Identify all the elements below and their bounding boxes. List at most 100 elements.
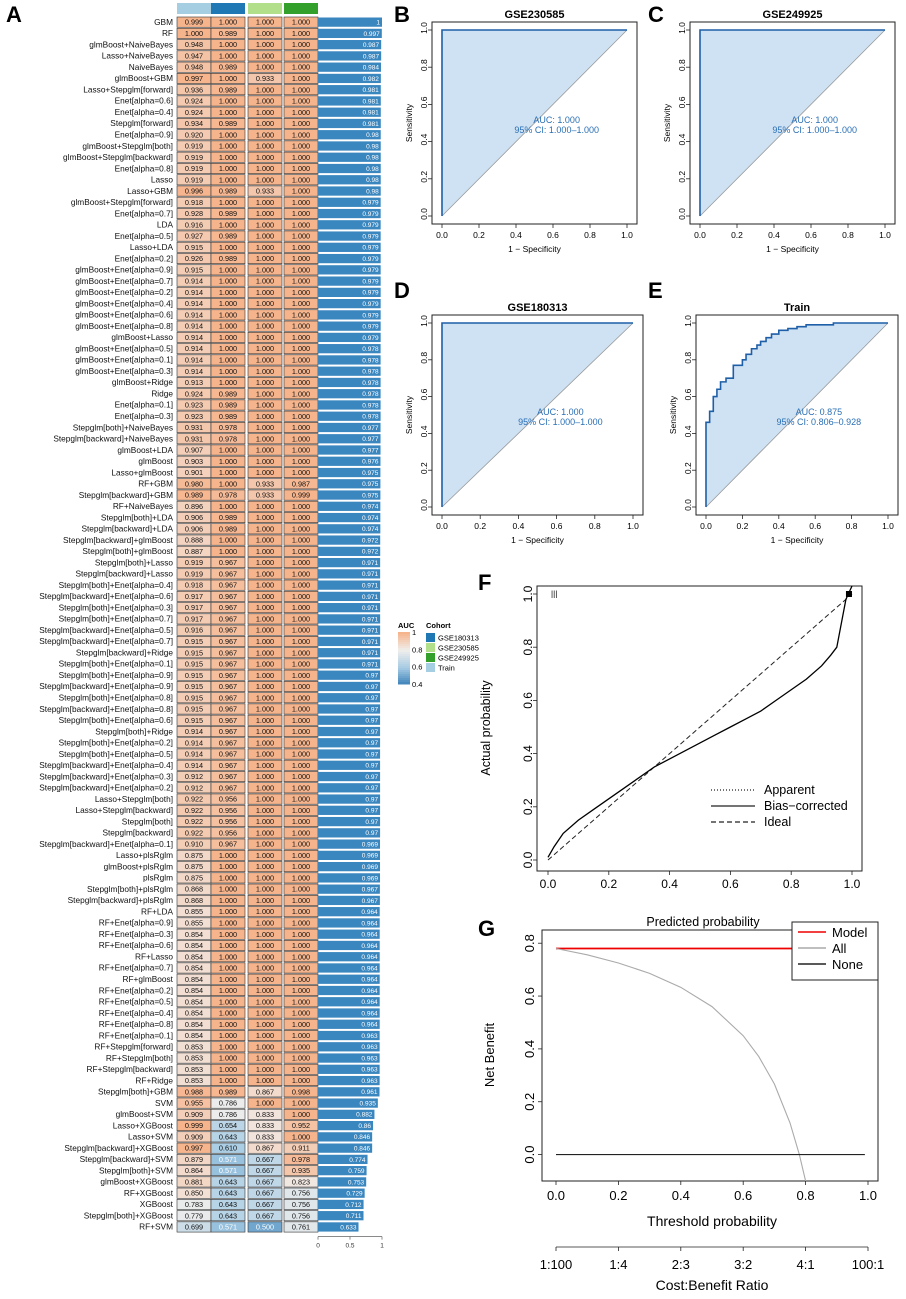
mean-auc-label: 0.971 xyxy=(362,661,379,668)
cell-value: 1.000 xyxy=(219,975,237,984)
panel-letter-c: C xyxy=(648,2,664,27)
cell-value: 1.000 xyxy=(219,333,237,342)
heatmap-cell xyxy=(210,478,246,490)
cell-value: 0.914 xyxy=(185,333,203,342)
model-label: Stepglm[both]+Enet[alpha=0.1] xyxy=(59,659,173,669)
heatmap-cell xyxy=(210,1131,246,1143)
mean-auc-label: 0.971 xyxy=(362,650,379,657)
model-label: Stepglm[backward]+NaiveBayes xyxy=(53,434,173,444)
heatmap-cell xyxy=(210,1018,246,1030)
cell-value: 1.000 xyxy=(292,896,310,905)
heatmap-cell xyxy=(210,962,246,974)
mean-auc-label: 0.979 xyxy=(362,200,379,207)
cell-value: 1.000 xyxy=(292,254,310,263)
roc-y-tick-label: 0.4 xyxy=(683,425,693,437)
heatmap-cell xyxy=(247,985,283,996)
mean-auc-label: 0.972 xyxy=(362,549,379,556)
mean-auc-bar xyxy=(318,1087,380,1097)
cell-value: 1.000 xyxy=(256,1065,274,1074)
model-label: Stepglm[both]+LDA xyxy=(101,512,174,522)
heatmap-cell xyxy=(247,151,283,163)
cell-value: 1.000 xyxy=(256,873,274,882)
heatmap-cell xyxy=(210,219,246,231)
cell-value: 1.000 xyxy=(256,862,274,871)
roc-x-tick-label: 0.0 xyxy=(436,230,448,240)
cell-value: 1.000 xyxy=(256,558,274,567)
roc-y-tick-label: 0.0 xyxy=(677,208,687,220)
mean-auc-bar xyxy=(318,1064,380,1074)
panel-letter-d: D xyxy=(394,278,410,303)
calib-y-tick-label: 0.4 xyxy=(521,745,535,762)
cell-value: 1.000 xyxy=(219,153,237,162)
cell-value: 0.915 xyxy=(185,648,203,657)
mean-auc-label: 0.981 xyxy=(363,98,380,105)
cell-value: 1.000 xyxy=(292,164,310,173)
roc-y-tick-label: 0.2 xyxy=(677,171,687,183)
cell-value: 1.000 xyxy=(256,502,274,511)
roc-auc-text: AUC: 1.000 xyxy=(533,115,580,125)
model-label: glmBoost+Lasso xyxy=(111,332,173,342)
heatmap-cell xyxy=(247,804,283,816)
cell-value: 0.997 xyxy=(185,74,203,83)
cell-value: 1.000 xyxy=(256,817,274,826)
mean-auc-label: 0.974 xyxy=(362,504,379,511)
model-label: RF+Enet[alpha=0.9] xyxy=(99,918,173,928)
cell-value: 1.000 xyxy=(256,232,274,241)
cell-value: 1.000 xyxy=(219,930,237,939)
mean-auc-bar xyxy=(318,726,381,737)
heatmap-cell xyxy=(247,1199,283,1210)
heatmap-cell xyxy=(210,534,246,546)
model-label: RF+Lasso xyxy=(135,951,173,961)
heatmap-cell xyxy=(247,545,283,557)
cell-value: 0.997 xyxy=(185,1144,203,1153)
heatmap-cell xyxy=(210,422,246,433)
cell-value: 1.000 xyxy=(292,986,310,995)
model-label: glmBoost+Enet[alpha=0.6] xyxy=(75,310,173,320)
cell-value: 0.967 xyxy=(219,626,237,635)
model-label: glmBoost+Enet[alpha=0.3] xyxy=(75,366,173,376)
cohort-legend-label: Train xyxy=(438,664,455,673)
roc-diagonal xyxy=(705,322,889,508)
model-label: RF+Stepglm[backward] xyxy=(87,1064,173,1074)
heatmap-cell xyxy=(210,1120,246,1132)
roc-x-tick-label: 1.0 xyxy=(879,230,891,240)
mean-auc-bar xyxy=(318,456,381,466)
mean-auc-label: 0.978 xyxy=(362,402,379,409)
cell-value: 1.000 xyxy=(292,626,310,635)
model-label: Stepglm[both]+XGBoost xyxy=(84,1210,174,1220)
dca-ratio-tick-label: 2:3 xyxy=(672,1257,690,1272)
heatmap-cell xyxy=(247,849,283,861)
roc-y-tick-label: 0.8 xyxy=(419,59,429,71)
mean-auc-bar xyxy=(318,952,380,962)
auc-gradient-step xyxy=(398,676,410,679)
roc-x-label: 1 − Specificity xyxy=(508,244,561,254)
cell-value: 1.000 xyxy=(256,705,274,714)
roc-title: Train xyxy=(784,302,811,314)
model-label: GBM xyxy=(154,17,173,27)
mean-auc-bar xyxy=(318,28,382,39)
roc-title: GSE230585 xyxy=(505,9,565,21)
heatmap-cell xyxy=(247,343,283,355)
heatmap-cell xyxy=(247,816,283,828)
cell-value: 0.909 xyxy=(185,1110,203,1119)
cell-value: 1.000 xyxy=(219,919,237,928)
cell-value: 0.912 xyxy=(185,772,203,781)
roc-curve xyxy=(705,322,888,507)
heatmap-cell xyxy=(247,726,283,737)
auc-gradient-step xyxy=(398,646,410,649)
heatmap-cell xyxy=(247,861,283,873)
mean-auc-bar xyxy=(318,760,381,770)
heatmap-cell xyxy=(210,1097,246,1109)
cell-value: 1.000 xyxy=(292,367,310,376)
model-label: RF+Enet[alpha=0.6] xyxy=(99,940,173,950)
mean-auc-label: 0.982 xyxy=(363,76,380,83)
cell-value: 1.000 xyxy=(292,1031,310,1040)
roc-y-tick-label: 0.6 xyxy=(677,96,687,108)
heatmap-cell xyxy=(210,681,246,692)
model-label: Stepglm[both]+SVM xyxy=(99,1165,173,1175)
heatmap-cell xyxy=(247,73,283,84)
heatmap-cell xyxy=(247,309,283,321)
mean-auc-label: 0.963 xyxy=(361,1044,378,1051)
mean-auc-bar xyxy=(318,400,381,410)
mean-auc-label: 0.729 xyxy=(346,1191,363,1198)
